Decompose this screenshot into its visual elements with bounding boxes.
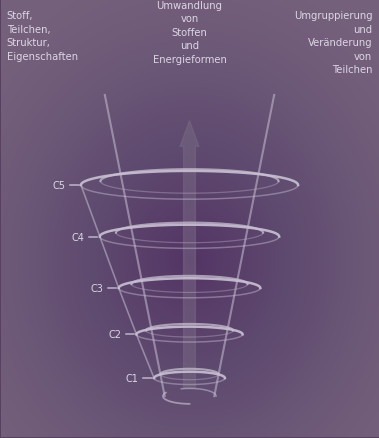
Text: C2: C2 [108,329,121,339]
Text: C3: C3 [91,283,103,293]
Text: Umwandlung
von
Stoffen
und
Energieformen: Umwandlung von Stoffen und Energieformen [153,1,226,65]
Text: Stoff,
Teilchen,
Struktur,
Eigenschaften: Stoff, Teilchen, Struktur, Eigenschaften [6,11,78,62]
Text: C5: C5 [53,180,66,191]
Text: C4: C4 [72,232,85,242]
Text: Umgruppierung
und
Veränderung
von
Teilchen: Umgruppierung und Veränderung von Teilch… [294,11,373,75]
Text: C1: C1 [126,373,139,383]
FancyArrow shape [180,121,199,389]
